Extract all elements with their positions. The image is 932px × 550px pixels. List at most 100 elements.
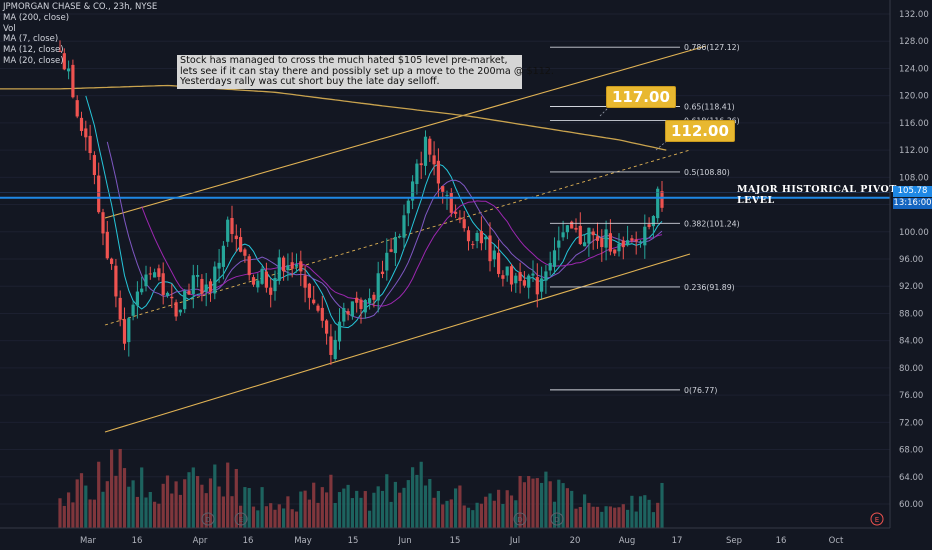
time-tick-label: May	[294, 536, 312, 546]
time-tick-label: Sep	[726, 536, 742, 546]
volume-bar	[411, 467, 415, 528]
candle-body	[514, 275, 518, 284]
candle-body	[286, 265, 290, 270]
candle-body	[114, 265, 118, 297]
volume-bar	[574, 508, 578, 528]
legend-ma20: MA (20, close)	[3, 55, 64, 66]
volume-bar	[178, 494, 182, 528]
volume-bar	[415, 474, 419, 528]
candle-body	[312, 299, 316, 304]
volume-bar	[75, 479, 79, 528]
analysis-note[interactable]: Stock has managed to cross the much hate…	[177, 55, 554, 89]
volume-bar	[269, 503, 273, 528]
candle-body	[239, 237, 243, 252]
candle-body	[127, 318, 131, 343]
price-tick-label: 116.00	[899, 119, 929, 129]
price-tick-label: 60.00	[899, 500, 923, 510]
target-112-callout[interactable]: 112.00	[665, 120, 735, 142]
volume-bar	[626, 509, 630, 528]
volume-bar	[342, 488, 346, 528]
candle-body	[380, 271, 385, 275]
candle-body	[135, 291, 139, 306]
volume-bar	[428, 478, 432, 528]
price-tick-label: 124.00	[899, 64, 929, 74]
volume-bar	[385, 474, 389, 528]
volume-bar	[647, 499, 651, 528]
volume-bar	[286, 496, 290, 528]
fib-level-label: 0(76.77)	[684, 386, 717, 395]
volume-bar	[441, 504, 445, 528]
volume-bar	[471, 510, 475, 528]
candle-body	[393, 236, 397, 254]
candle-body	[273, 277, 277, 292]
fib-level-label: 0.65(118.41)	[684, 102, 735, 111]
volume-bar	[183, 479, 187, 528]
volume-bar	[62, 505, 66, 528]
volume-bar	[217, 486, 221, 528]
volume-bar	[333, 502, 337, 528]
candle-body	[277, 257, 281, 281]
candle-body	[316, 305, 320, 311]
fib-level-label: 0.382(101.24)	[684, 219, 740, 228]
candle-body	[411, 181, 415, 201]
price-tick-label: 96.00	[899, 255, 923, 265]
volume-bar	[84, 485, 88, 528]
volume-bar	[419, 461, 423, 528]
candle-body	[492, 250, 496, 260]
earnings-marker	[234, 512, 248, 526]
time-tick-label: 16	[132, 536, 143, 546]
candle-body	[118, 297, 122, 320]
candle-body	[497, 252, 501, 274]
dividend-marker-label: D	[554, 516, 559, 524]
candle-body	[350, 301, 354, 317]
candle-body	[634, 239, 638, 242]
time-tick-label: 17	[672, 536, 683, 546]
price-tick-label: 120.00	[899, 92, 929, 102]
candle-body	[342, 308, 346, 322]
volume-bar	[226, 462, 230, 528]
price-tick-label: 88.00	[899, 309, 923, 319]
candle-body	[294, 264, 299, 267]
volume-bar	[522, 482, 526, 528]
volume-bar	[260, 487, 264, 528]
volume-bar	[595, 506, 600, 528]
price-axis: 60.00 64.00 68.00 72.00 76.00 80.00 84.00 88.00…	[889, 0, 929, 528]
candle-body	[617, 243, 621, 252]
volume-bar	[630, 495, 634, 528]
candle-body	[251, 277, 256, 285]
volume-bar	[251, 506, 256, 528]
volume-bar	[79, 473, 84, 528]
volume-bar	[243, 487, 247, 528]
candle-body	[471, 244, 475, 246]
candle-body	[230, 217, 234, 234]
volume-bar	[570, 490, 574, 528]
time-tick-label: 16	[776, 536, 787, 546]
candle-body	[88, 135, 92, 154]
volume-bar	[346, 484, 350, 528]
candle-body	[613, 249, 617, 254]
volume-bar	[88, 499, 92, 528]
volume-bar	[264, 506, 268, 528]
volume-bar	[247, 488, 251, 528]
time-tick-label: Jul	[509, 536, 520, 546]
volume-bar	[501, 503, 505, 528]
volume-bar	[462, 505, 466, 528]
candle-body	[540, 278, 544, 292]
candle-body	[621, 240, 625, 248]
candle-body	[368, 298, 372, 304]
candle-body	[122, 319, 127, 344]
volume-bar	[337, 492, 342, 528]
price-tick-label: 128.00	[899, 37, 929, 47]
candle-body	[488, 235, 492, 262]
volume-bar	[277, 504, 281, 528]
target-117-callout[interactable]: 117.00	[606, 86, 676, 108]
volume-bar	[552, 501, 557, 528]
earnings-marker-label: E	[875, 516, 879, 524]
candle-body	[320, 307, 324, 321]
volume-bar	[402, 487, 406, 528]
volume-bar	[454, 488, 458, 528]
candle-body	[527, 275, 531, 288]
candle-body	[282, 257, 286, 272]
candle-body	[548, 262, 552, 271]
